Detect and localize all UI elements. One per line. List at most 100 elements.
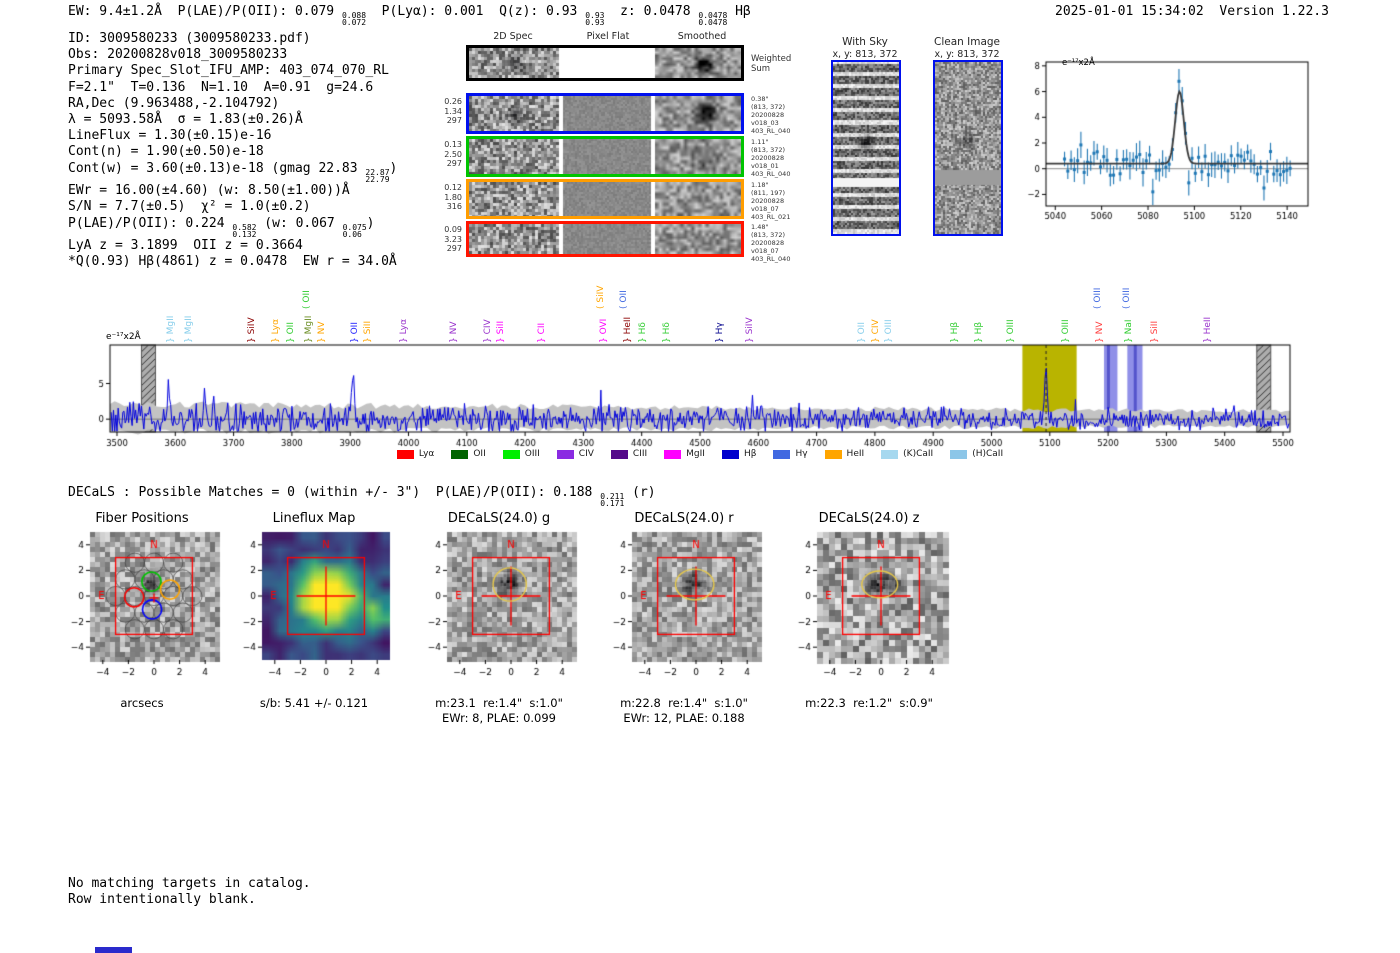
withsky-coords: x, y: 813, 372 bbox=[832, 49, 898, 60]
legend-item: MgII bbox=[664, 449, 705, 459]
text-segment: ) bbox=[366, 215, 375, 231]
cutout-caption: m:22.8 re:1.4" s:1.0" bbox=[620, 696, 748, 710]
clean-coords: x, y: 813, 372 bbox=[934, 49, 1000, 60]
cutout-title: Fiber Positions bbox=[95, 511, 189, 526]
spec2d-row-right-label: 1.48" (813, 372) 20200828 v018_07 403_RL_040 bbox=[751, 223, 791, 263]
legend-item: (K)CaII bbox=[881, 449, 933, 459]
footer-line: No matching targets in catalog. bbox=[68, 876, 311, 891]
info-line: *Q(0.93) Hβ(4861) z = 0.0478 EW r = 34.0… bbox=[68, 254, 397, 270]
clean-image bbox=[933, 60, 1003, 236]
cutout-caption: m:22.3 re:1.2" s:0.9" bbox=[805, 696, 933, 710]
legend-swatch bbox=[721, 449, 739, 459]
text-segment: LineFlux = 1.30(±0.15)e-16 bbox=[68, 128, 272, 144]
emission-line-label: ( OII bbox=[302, 290, 313, 309]
text-segment: P(Lyα): 0.001 Q(z): 0.93 bbox=[366, 4, 586, 19]
legend-swatch bbox=[610, 449, 628, 459]
spec2d-row-image bbox=[466, 93, 744, 134]
spec2d-row-right-label: 0.38" (813, 372) 20200828 v018_03 403_RL_040 bbox=[751, 95, 791, 135]
cutout-title: DECaLS(24.0) z bbox=[818, 511, 920, 526]
legend-label: Hβ bbox=[743, 449, 757, 459]
timestamp-gap bbox=[1204, 4, 1220, 19]
info-line: P(LAE)/P(OII): 0.224 0.582 0.132 (w: 0.06… bbox=[68, 216, 397, 239]
main-spectrum-plot bbox=[88, 330, 1313, 464]
cutout-title: DECaLS(24.0) g bbox=[447, 511, 551, 526]
spec2d-col-title: 2D Spec bbox=[493, 31, 533, 42]
legend-swatch bbox=[950, 449, 968, 459]
text-segment: Hβ bbox=[727, 4, 751, 19]
cutout-caption: m:23.1 re:1.4" s:1.0" bbox=[435, 696, 563, 710]
legend-swatch bbox=[396, 449, 414, 459]
clean-title: Clean Image x, y: 813, 372 bbox=[917, 36, 1017, 61]
legend-swatch bbox=[664, 449, 682, 459]
info-line: F=2.1" T=0.136 N=1.10 A=0.91 g=24.6 bbox=[68, 80, 397, 96]
spec2d-row-right-label: 1.11" (813, 372) 20200828 v018_01 403_RL_040 bbox=[751, 138, 791, 178]
cutout-caption: EWr: 12, PLAE: 0.188 bbox=[623, 711, 745, 725]
text-segment: F=2.1" T=0.136 N=1.10 A=0.91 g=24.6 bbox=[68, 79, 374, 95]
info-line: RA,Dec (9.963488,-2.104792) bbox=[68, 96, 397, 112]
spec2d-row-left-label: 0.09 3.23 297 bbox=[444, 225, 462, 253]
text-segment: EWr = 16.00(±4.60) (w: 8.50(±1.00))Å bbox=[68, 183, 350, 199]
legend-item: (H)CaII bbox=[950, 449, 1003, 459]
text-segment: LyA z = 3.1899 OII z = 0.3664 bbox=[68, 238, 303, 254]
info-line: ID: 3009580233 (3009580233.pdf) bbox=[68, 31, 397, 47]
cutout-image-decals-24-0-z bbox=[789, 528, 955, 694]
withsky-title-text: With Sky bbox=[842, 36, 888, 48]
text-segment: EW: 9.4±1.2Å P(LAE)/P(OII): 0.079 bbox=[68, 4, 342, 19]
stacked-error-range: 0.211 0.171 bbox=[600, 492, 625, 509]
text-segment: P(LAE)/P(OII): 0.224 bbox=[68, 215, 233, 231]
legend-item: Hβ bbox=[721, 449, 757, 459]
clean-title-text: Clean Image bbox=[933, 36, 1001, 48]
timestamp: 2025-01-01 15:34:02 bbox=[1055, 4, 1204, 19]
legend-swatch bbox=[556, 449, 574, 459]
text-segment: (w: 0.067 bbox=[256, 215, 343, 231]
legend-label: Lyα bbox=[418, 449, 435, 459]
legend-label: Hγ bbox=[795, 449, 808, 459]
line-fit-inset-plot bbox=[1016, 48, 1328, 234]
cutout-image-fiber-positions bbox=[62, 528, 228, 694]
version-label: Version 1.22.3 bbox=[1219, 4, 1329, 19]
spec2d-row-image bbox=[466, 221, 744, 257]
legend-item: HeII bbox=[824, 449, 865, 459]
spectrum-legend: Lyα OII OIII CIV CIII MgII Hβ Hγ HeII (K)CaII (H)C… bbox=[0, 449, 1400, 459]
legend-label: CIII bbox=[632, 449, 648, 459]
timestamp-version: 2025-01-01 15:34:02 Version 1.22.3 bbox=[1055, 4, 1329, 20]
text-segment: DECaLS : Possible Matches = 0 (within +/… bbox=[68, 485, 601, 500]
legend-label: MgII bbox=[686, 449, 705, 459]
footer-line: Row intentionally blank. bbox=[68, 892, 256, 908]
text-segment: Cont(n) = 1.90(±0.50)e-18 bbox=[68, 144, 264, 160]
text-segment: Primary Spec_Slot_IFU_AMP: 403_074_070_R… bbox=[68, 63, 389, 79]
text-segment: ID: 3009580233 (3009580233.pdf) bbox=[68, 31, 311, 46]
legend-item: Hγ bbox=[773, 449, 808, 459]
spec2d-row-right-label: Weighted Sum bbox=[751, 54, 792, 74]
decals-match-line: DECaLS : Possible Matches = 0 (within +/… bbox=[68, 485, 656, 508]
stacked-error-range: 0.075 0.06 bbox=[342, 222, 367, 239]
text-segment: S/N = 7.7(±0.5) χ² = 1.0(±0.2) bbox=[68, 199, 311, 215]
stacked-error-range: 0.088 0.072 bbox=[341, 11, 367, 28]
legend-label: (H)CaII bbox=[972, 449, 1004, 459]
spec2d-row-left-label: 0.26 1.34 297 bbox=[444, 97, 462, 125]
info-line: LineFlux = 1.30(±0.15)e-16 bbox=[68, 128, 397, 144]
text-segment: λ = 5093.58Å σ = 1.83(±0.26)Å bbox=[68, 112, 303, 128]
spec2d-row-right-label: 1.18" (811, 197) 20200828 v018_07 403_RL_021 bbox=[751, 181, 791, 221]
legend-item: CIV bbox=[556, 449, 594, 459]
text-segment: z: 0.0478 bbox=[604, 4, 699, 19]
legend-swatch bbox=[824, 449, 842, 459]
cutout-caption: arcsecs bbox=[120, 696, 164, 710]
cutout-image-lineflux-map bbox=[234, 528, 400, 694]
legend-label: OII bbox=[473, 449, 486, 459]
info-line: S/N = 7.7(±0.5) χ² = 1.0(±0.2) bbox=[68, 199, 397, 215]
text-segment: Cont(w) = 3.60(±0.13)e-18 (gmag 22.83 bbox=[68, 160, 366, 176]
emission-line-label: ( OIII bbox=[1121, 287, 1132, 309]
legend-label: CIV bbox=[578, 449, 594, 459]
info-line: LyA z = 3.1899 OII z = 0.3664 bbox=[68, 238, 397, 254]
legend-item: OII bbox=[451, 449, 486, 459]
cutout-title: Lineflux Map bbox=[272, 511, 356, 526]
stacked-error-range: 0.93 0.93 bbox=[585, 11, 605, 28]
info-line: Cont(w) = 3.60(±0.13)e-18 (gmag 22.83 22… bbox=[68, 161, 397, 184]
withsky-image bbox=[831, 60, 901, 236]
legend-label: HeII bbox=[846, 449, 865, 459]
emission-line-label: ( OII bbox=[618, 290, 629, 309]
text-segment: ) bbox=[389, 160, 398, 176]
cutout-image-decals-24-0-g bbox=[419, 528, 585, 694]
